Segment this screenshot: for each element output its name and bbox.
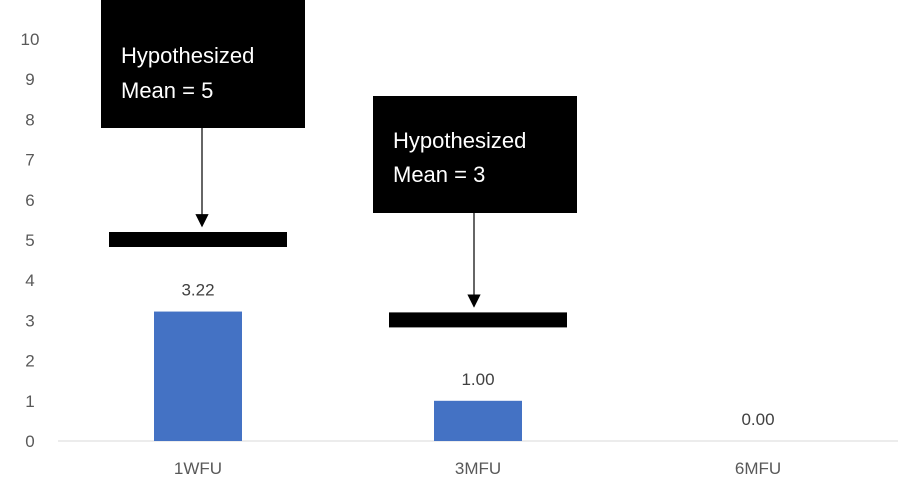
- y-tick-label: 1: [25, 392, 34, 411]
- y-tick-label: 3: [25, 311, 34, 330]
- bar-1wfu: [154, 311, 242, 441]
- hypothesized-mean-1wfu: Hypothesized Mean = 5: [101, 0, 305, 247]
- y-tick-label: 8: [25, 110, 34, 129]
- hypothesized-mean-line: [109, 232, 287, 247]
- y-tick-label: 0: [25, 432, 34, 451]
- y-tick-label: 4: [25, 271, 34, 290]
- callout-box: [373, 96, 577, 213]
- data-label: 3.22: [181, 281, 214, 300]
- y-tick-label: 9: [25, 70, 34, 89]
- callout-text-line2: Mean = 3: [393, 162, 485, 187]
- callout-text-line1: Hypothesized: [393, 128, 526, 153]
- hypothesized-means: Hypothesized Mean = 5 Hypothesized Mean = 3: [101, 0, 577, 328]
- y-tick-label: 2: [25, 352, 34, 371]
- x-tick-label: 6MFU: [735, 459, 781, 478]
- bars: [154, 311, 522, 441]
- y-axis: 0 1 2 3 4 5 6 7 8 9 10: [21, 30, 40, 451]
- bar-3mfu: [434, 400, 522, 441]
- y-tick-label: 7: [25, 151, 34, 170]
- hypothesized-mean-3mfu: Hypothesized Mean = 3: [373, 96, 577, 328]
- x-tick-label: 3MFU: [455, 459, 501, 478]
- y-tick-label: 10: [21, 30, 40, 49]
- x-axis-labels: 1WFU 3MFU 6MFU: [174, 459, 781, 478]
- y-tick-label: 6: [25, 191, 34, 210]
- callout-text-line2: Mean = 5: [121, 78, 213, 103]
- data-labels: 3.22 1.00 0.00: [181, 281, 774, 429]
- x-tick-label: 1WFU: [174, 459, 222, 478]
- hypothesized-mean-line: [389, 312, 567, 328]
- callout-box: [101, 0, 305, 128]
- data-label: 0.00: [741, 410, 774, 429]
- callout-text-line1: Hypothesized: [121, 43, 254, 68]
- y-tick-label: 5: [25, 231, 34, 250]
- data-label: 1.00: [461, 370, 494, 389]
